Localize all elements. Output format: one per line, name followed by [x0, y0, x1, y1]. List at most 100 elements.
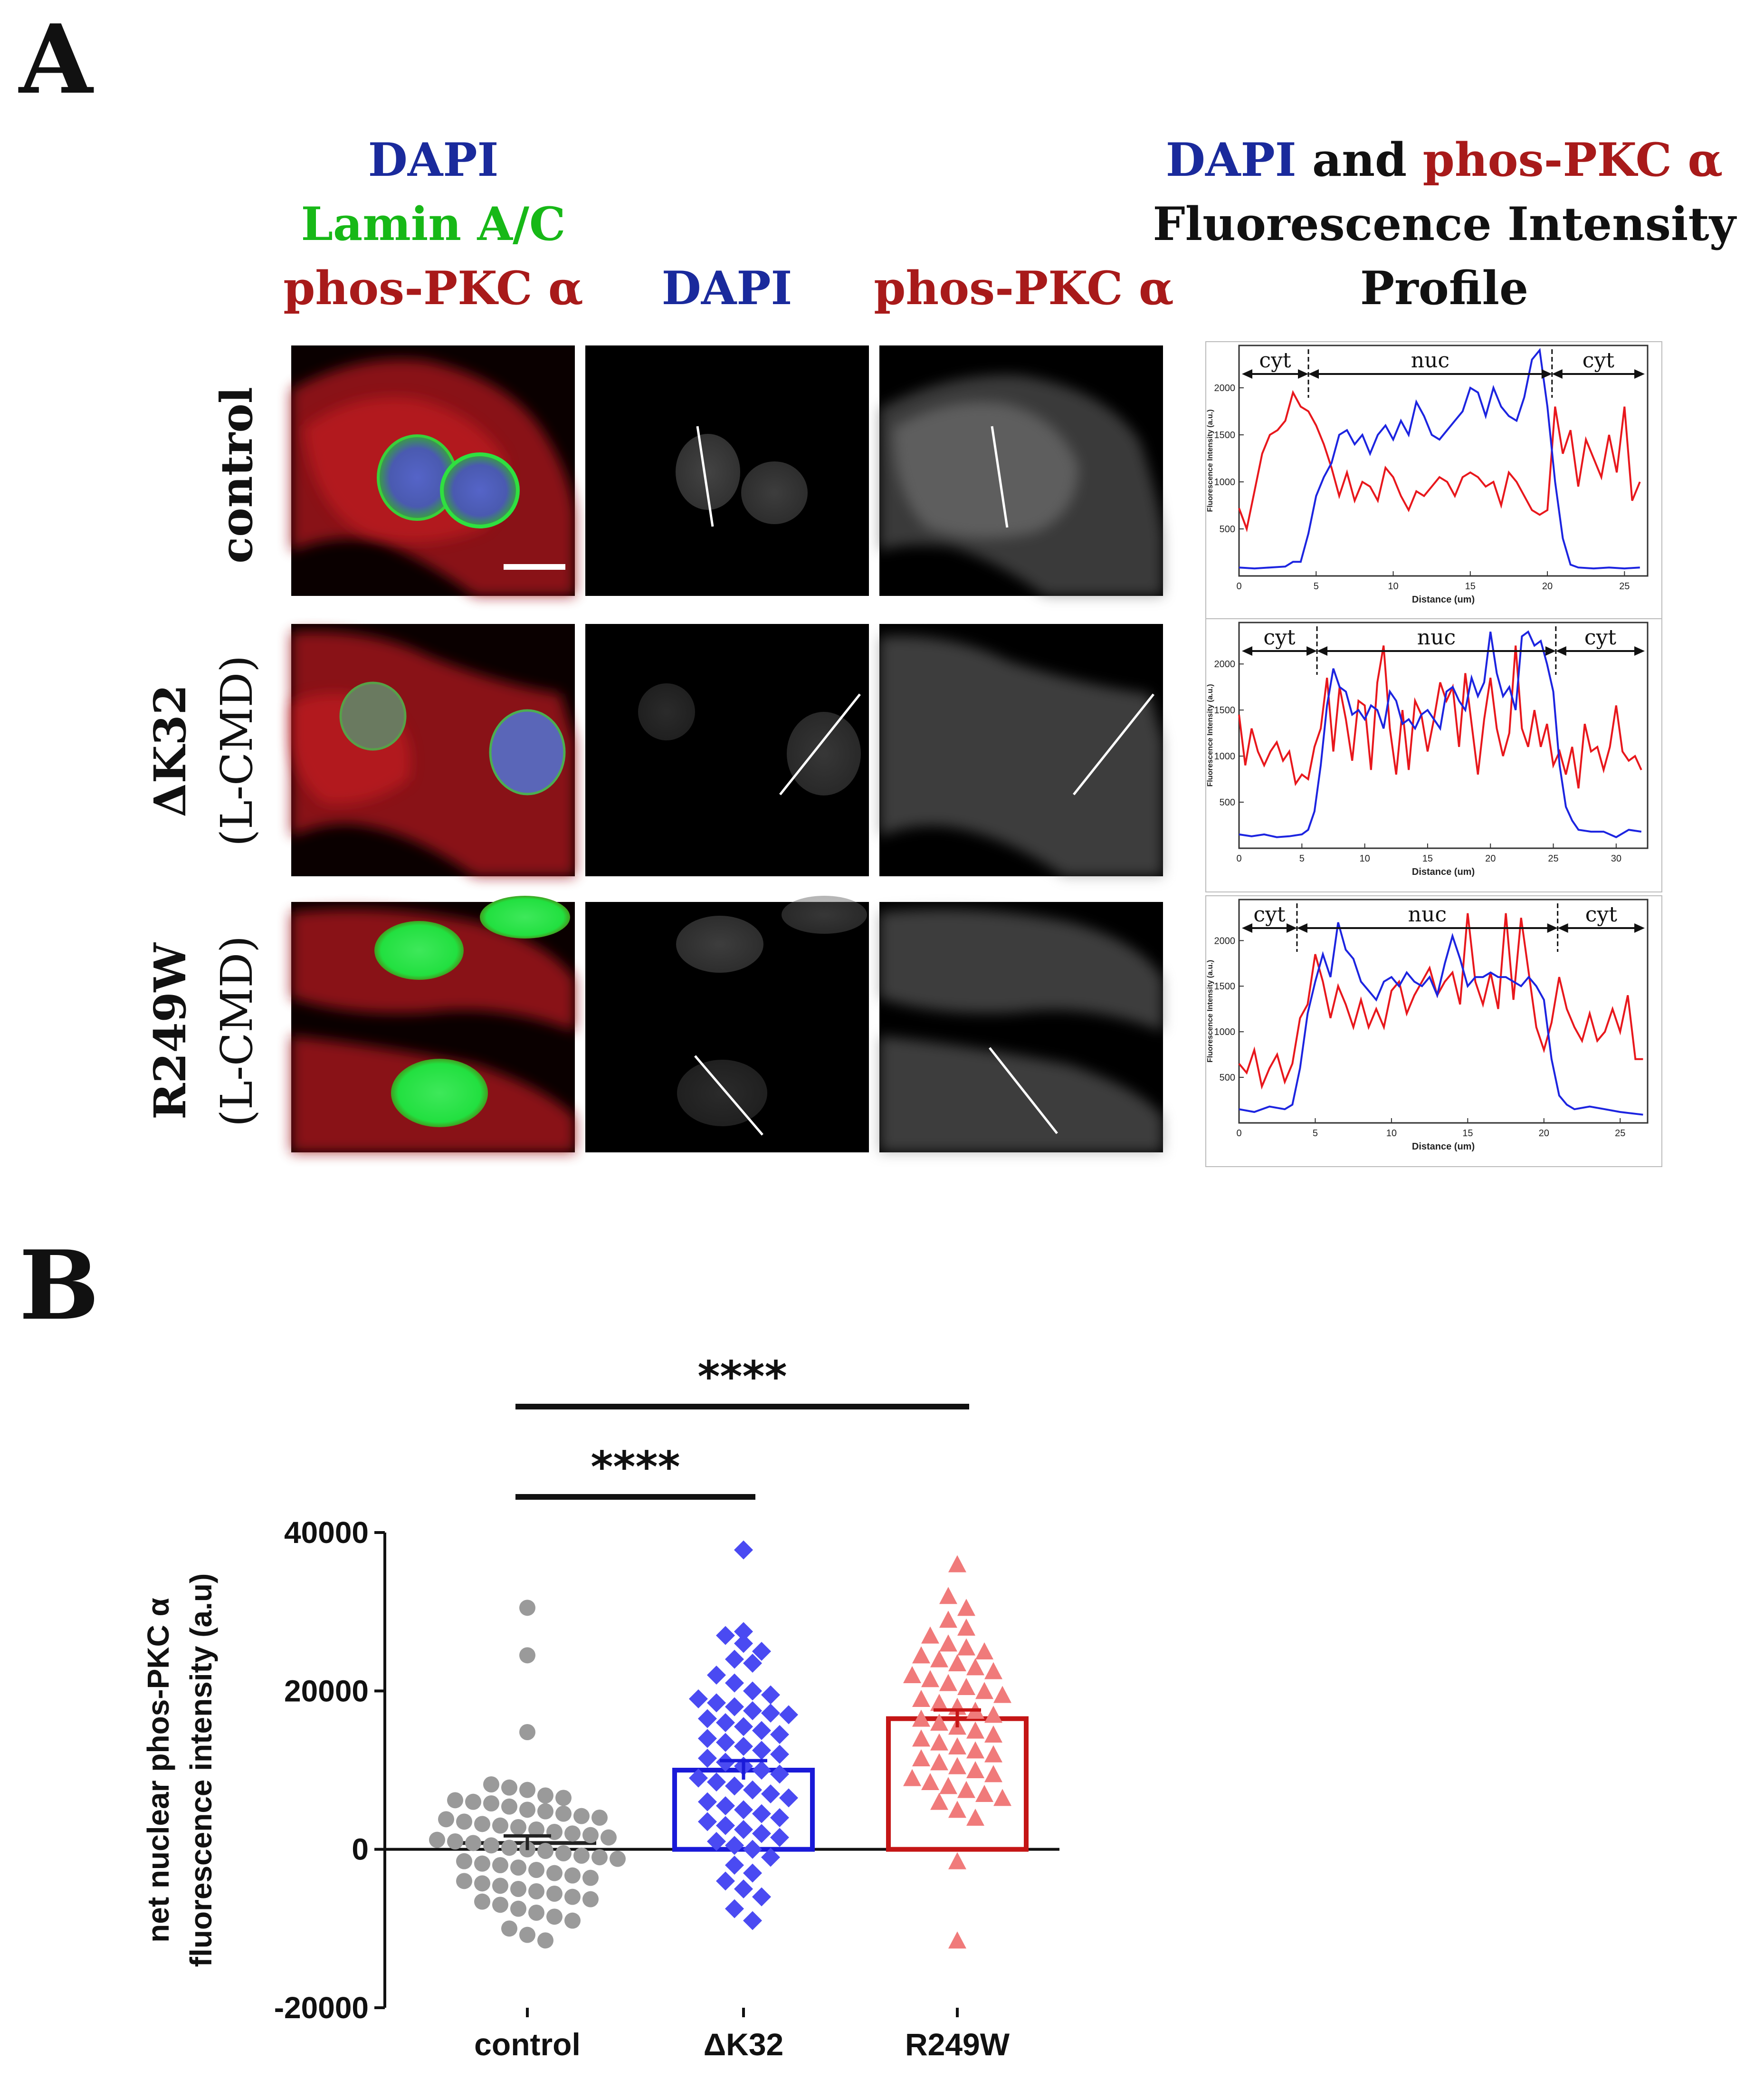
point-control — [474, 1816, 490, 1832]
point-ΔK32 — [743, 1654, 762, 1673]
point-control — [510, 1819, 526, 1835]
y-tick-label: 500 — [1220, 1073, 1235, 1083]
point-control — [465, 1793, 481, 1810]
point-ΔK32 — [698, 1749, 717, 1768]
point-control — [447, 1792, 463, 1809]
point-control — [456, 1873, 472, 1889]
point-R249W — [930, 1694, 948, 1711]
region-label: cyt — [1253, 902, 1286, 927]
col1-header: DAPI Lamin A/C phos-PKC α — [283, 133, 583, 315]
point-ΔK32 — [770, 1808, 789, 1827]
point-R249W — [993, 1686, 1011, 1703]
point-control — [528, 1862, 544, 1878]
y-tick-label: 500 — [1220, 797, 1235, 808]
point-ΔK32 — [698, 1812, 717, 1831]
point-ΔK32 — [770, 1828, 789, 1847]
region-arrow-head — [1545, 646, 1556, 656]
x-tick-label: 5 — [1314, 581, 1319, 592]
micrograph-dk32-phos — [879, 624, 1163, 876]
point-control — [537, 1932, 553, 1949]
y-tick-label: 1000 — [1214, 1027, 1236, 1037]
point-R249W — [966, 1721, 984, 1739]
region-arrow-head — [1297, 923, 1307, 933]
point-control — [528, 1883, 544, 1899]
region-arrow-head — [1286, 923, 1297, 933]
point-ΔK32 — [734, 1820, 753, 1839]
point-ΔK32 — [707, 1832, 726, 1851]
point-R249W — [957, 1638, 975, 1656]
col4-dapi: DAPI — [1166, 133, 1297, 187]
point-ΔK32 — [698, 1729, 717, 1748]
region-label: cyt — [1583, 348, 1615, 373]
point-R249W — [975, 1682, 993, 1699]
point-control — [528, 1821, 544, 1838]
point-R249W — [939, 1587, 957, 1604]
point-control — [546, 1886, 563, 1902]
point-control — [510, 1859, 526, 1876]
point-ΔK32 — [707, 1693, 726, 1713]
point-control — [591, 1849, 608, 1866]
row-labels: control ΔK32 (L-CMD) R249W (L-CMD) — [144, 387, 262, 1127]
point-control — [519, 1926, 535, 1943]
micrograph-r249w-merge — [291, 896, 575, 1152]
point-R249W — [930, 1792, 948, 1810]
x-tick-label: 0 — [1236, 853, 1241, 864]
point-R249W — [912, 1729, 930, 1747]
point-ΔK32 — [734, 1622, 753, 1641]
point-ΔK32 — [743, 1911, 762, 1930]
y-tick-label: -20000 — [274, 1991, 369, 2025]
x-tick-label: control — [474, 2027, 581, 2062]
point-ΔK32 — [716, 1626, 735, 1645]
point-control — [519, 1802, 535, 1818]
point-R249W — [921, 1773, 939, 1790]
point-ΔK32 — [743, 1840, 762, 1859]
point-ΔK32 — [752, 1642, 771, 1661]
x-tick-label: 20 — [1542, 581, 1553, 592]
point-ΔK32 — [779, 1705, 798, 1725]
x-tick-label: 0 — [1236, 581, 1241, 592]
region-label: cyt — [1584, 625, 1617, 650]
profile-red-line — [1238, 390, 1641, 533]
y-tick-label: 1500 — [1214, 705, 1236, 716]
point-ΔK32 — [752, 1824, 771, 1843]
point-ΔK32 — [734, 1540, 753, 1560]
region-label: cyt — [1585, 902, 1618, 927]
point-control — [546, 1908, 563, 1925]
profile-blue-line — [1239, 922, 1643, 1116]
point-ΔK32 — [743, 1701, 762, 1720]
point-control — [474, 1893, 490, 1910]
x-tick-label: 25 — [1548, 853, 1558, 864]
region-arrow-head — [1317, 646, 1328, 656]
point-ΔK32 — [761, 1848, 780, 1867]
x-tick-label: R249W — [905, 2027, 1010, 2062]
region-label: nuc — [1408, 902, 1447, 927]
profile-y-axis-label: Fluorescence Intensity (a.u.) — [1206, 684, 1214, 786]
point-control — [519, 1724, 535, 1740]
x-tick-label: 10 — [1359, 853, 1370, 864]
x-tick-label: 15 — [1462, 1128, 1473, 1139]
point-ΔK32 — [761, 1685, 780, 1705]
micrograph-control-merge — [291, 345, 575, 596]
profile-axes-box — [1238, 899, 1649, 1124]
micrograph-dk32-dapi — [585, 624, 869, 876]
point-control — [537, 1843, 553, 1859]
point-R249W — [912, 1709, 930, 1727]
point-R249W — [966, 1658, 984, 1676]
y-axis-label-line2: fluorescence intensity (a.u) — [184, 1573, 218, 1967]
point-control — [573, 1848, 590, 1864]
point-R249W — [930, 1753, 948, 1771]
point-control — [519, 1647, 535, 1664]
region-arrow-head — [1242, 923, 1252, 933]
point-R249W — [912, 1646, 930, 1664]
point-ΔK32 — [734, 1800, 753, 1820]
x-tick-label: 10 — [1386, 1128, 1397, 1139]
point-control — [537, 1787, 553, 1804]
point-control — [492, 1817, 508, 1834]
point-ΔK32 — [725, 1856, 744, 1875]
x-tick-label: 15 — [1465, 581, 1476, 592]
point-R249W — [966, 1761, 984, 1778]
point-R249W — [957, 1619, 975, 1636]
point-ΔK32 — [716, 1713, 735, 1732]
point-R249W — [957, 1599, 975, 1616]
